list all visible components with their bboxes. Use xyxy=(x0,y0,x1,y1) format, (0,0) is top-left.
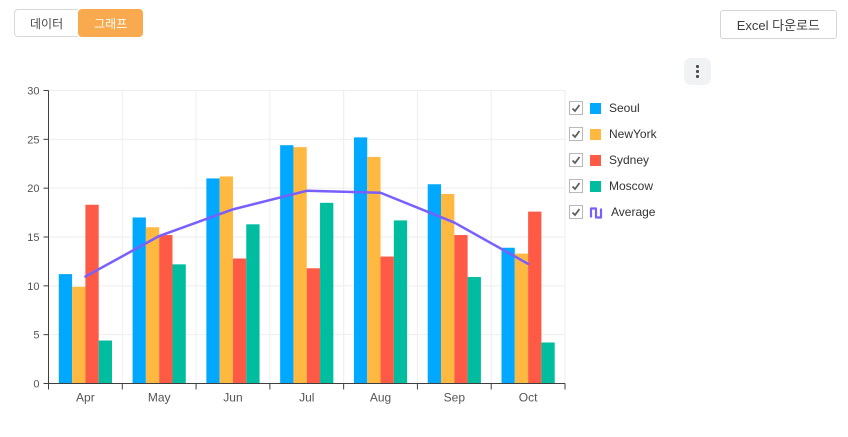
checkbox-checked-icon[interactable] xyxy=(569,205,583,219)
x-axis-label: Apr xyxy=(76,391,95,405)
bar-seoul-aug[interactable] xyxy=(353,137,368,384)
bar-moscow-sep[interactable] xyxy=(467,277,481,384)
legend-item-sydney[interactable]: Sydney xyxy=(569,147,657,173)
bar-newyork-sep[interactable] xyxy=(441,194,455,384)
kebab-menu-icon xyxy=(696,65,699,68)
bar-newyork-may[interactable] xyxy=(145,227,160,384)
bar-moscow-jul[interactable] xyxy=(320,202,334,384)
bar-newyork-aug[interactable] xyxy=(367,156,381,384)
checkbox-checked-icon[interactable] xyxy=(569,153,583,167)
bar-seoul-jul[interactable] xyxy=(280,145,294,384)
legend-label: Average xyxy=(611,205,656,219)
legend: Seoul NewYork Sydney Moscow Average xyxy=(569,95,657,225)
legend-item-average[interactable]: Average xyxy=(569,199,657,225)
bar-sydney-aug[interactable] xyxy=(380,256,394,384)
tab-data[interactable]: 데이터 xyxy=(14,9,79,37)
bar-newyork-jul[interactable] xyxy=(293,147,307,384)
bar-sydney-oct[interactable] xyxy=(528,211,542,384)
legend-item-seoul[interactable]: Seoul xyxy=(569,95,657,121)
bar-newyork-oct[interactable] xyxy=(514,253,529,384)
legend-item-moscow[interactable]: Moscow xyxy=(569,173,657,199)
kebab-menu-icon xyxy=(696,75,699,78)
y-axis-label: 25 xyxy=(27,134,39,146)
bar-sydney-apr[interactable] xyxy=(85,204,99,384)
x-axis-label: Aug xyxy=(370,391,391,405)
y-axis-label: 20 xyxy=(27,183,39,195)
bar-seoul-oct[interactable] xyxy=(501,247,515,384)
bar-seoul-may[interactable] xyxy=(132,217,146,384)
y-axis-label: 10 xyxy=(27,281,39,293)
bar-newyork-jun[interactable] xyxy=(219,176,233,384)
x-axis-label: Oct xyxy=(519,391,538,405)
y-axis-label: 0 xyxy=(33,379,39,391)
legend-item-newyork[interactable]: NewYork xyxy=(569,121,657,147)
legend-label: Seoul xyxy=(609,101,640,115)
checkbox-checked-icon[interactable] xyxy=(569,179,583,193)
bar-sydney-jul[interactable] xyxy=(306,268,321,384)
bar-moscow-apr[interactable] xyxy=(98,340,112,384)
series-color-swatch xyxy=(590,180,601,192)
y-axis-label: 5 xyxy=(33,330,39,342)
bar-sydney-may[interactable] xyxy=(159,235,173,384)
average-line[interactable] xyxy=(84,189,530,278)
tab-graph[interactable]: 그래프 xyxy=(78,9,144,37)
y-axis-label: 30 xyxy=(27,86,39,98)
view-tab-group: 데이터 그래프 xyxy=(14,9,144,37)
line-series-icon xyxy=(589,206,603,219)
bar-sydney-sep[interactable] xyxy=(454,235,468,384)
kebab-menu-icon xyxy=(696,70,699,73)
bar-sydney-jun[interactable] xyxy=(232,258,247,384)
legend-label: Sydney xyxy=(609,153,650,167)
bar-seoul-jun[interactable] xyxy=(206,178,220,384)
bar-moscow-aug[interactable] xyxy=(393,220,408,384)
series-color-swatch xyxy=(590,102,601,114)
checkbox-checked-icon[interactable] xyxy=(569,101,583,115)
x-axis-label: Jul xyxy=(299,391,314,405)
bar-moscow-jun[interactable] xyxy=(246,224,260,384)
excel-download-button[interactable]: Excel 다운로드 xyxy=(719,10,837,39)
legend-label: Moscow xyxy=(609,179,654,193)
bar-moscow-may[interactable] xyxy=(172,264,186,384)
kebab-menu-button[interactable] xyxy=(684,58,711,85)
x-axis-label: Sep xyxy=(444,391,466,405)
bar-moscow-oct[interactable] xyxy=(541,342,555,384)
y-axis-label: 15 xyxy=(27,232,39,244)
series-color-swatch xyxy=(590,154,601,166)
bar-newyork-apr[interactable] xyxy=(72,286,86,384)
legend-label: NewYork xyxy=(609,127,657,141)
series-color-swatch xyxy=(590,128,601,140)
bar-seoul-apr[interactable] xyxy=(58,274,73,384)
x-axis-label: May xyxy=(148,391,171,405)
bar-seoul-sep[interactable] xyxy=(427,184,442,384)
checkbox-checked-icon[interactable] xyxy=(569,127,583,141)
x-axis-label: Jun xyxy=(223,391,242,405)
